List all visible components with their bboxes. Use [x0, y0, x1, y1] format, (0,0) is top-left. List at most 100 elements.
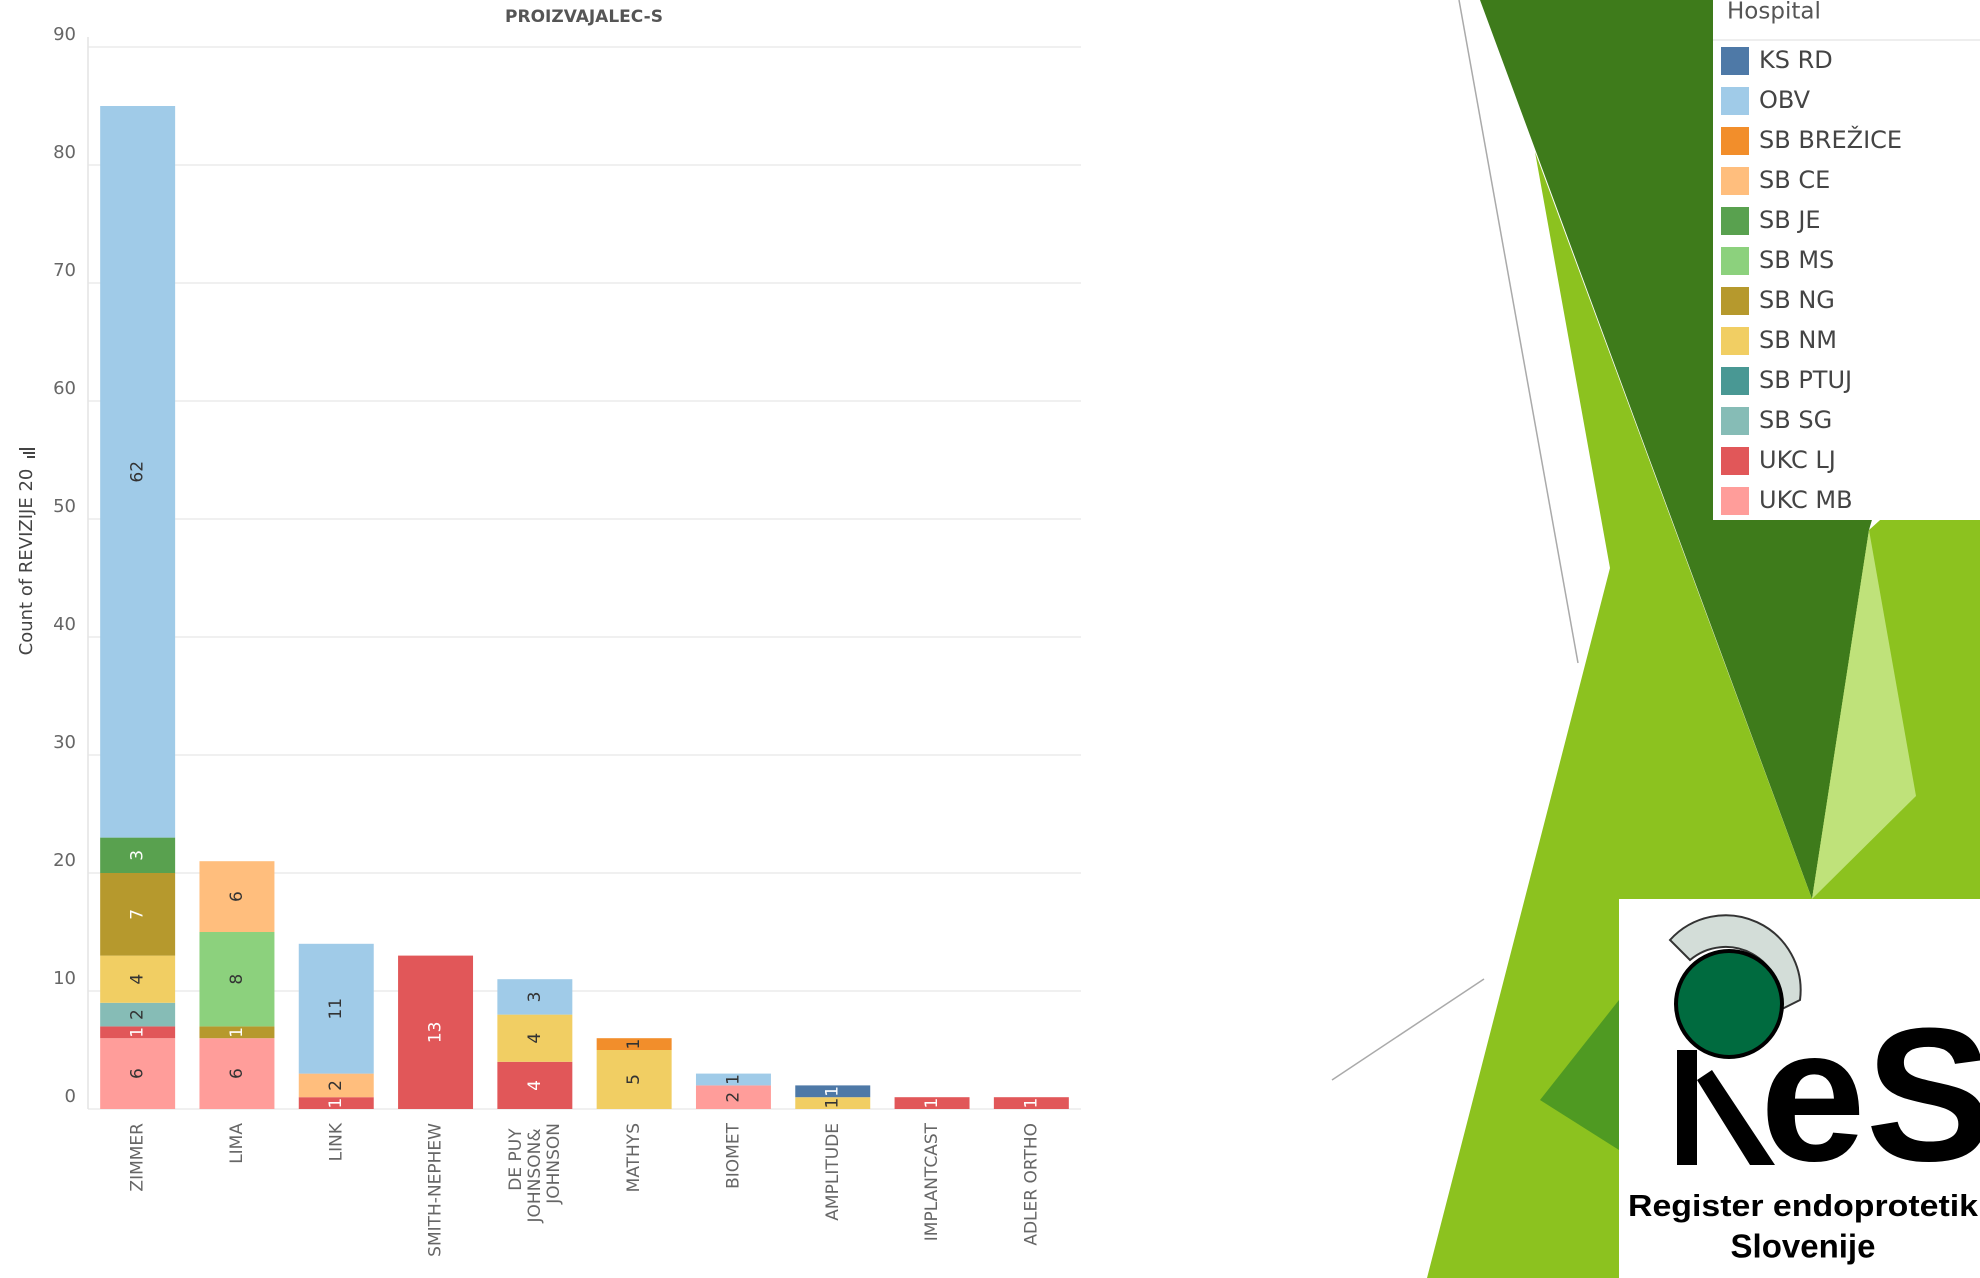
y-tick-label: 50	[53, 496, 76, 517]
deco-shape	[1540, 1000, 1619, 1150]
x-tick-label: BIOMET	[723, 1122, 743, 1188]
legend-label: OBV	[1759, 86, 1811, 114]
legend-title: Hospital	[1727, 0, 1821, 25]
data-label: 62	[128, 461, 148, 483]
bar-segment	[596, 1050, 672, 1109]
bar-segment	[993, 1097, 1069, 1109]
bar-segment	[497, 1014, 573, 1062]
x-tick-label: AMPLITUDE	[823, 1123, 843, 1221]
legend-swatch	[1721, 367, 1749, 395]
bar-segment	[695, 1085, 771, 1109]
data-label: 2	[326, 1080, 346, 1091]
data-label: 1	[128, 1027, 148, 1038]
logo-arc	[1668, 914, 1802, 1012]
logo-r	[1677, 1050, 1775, 1165]
data-label: 5	[624, 1074, 644, 1085]
legend-label: UKC MB	[1759, 486, 1853, 514]
legend-label: KS RD	[1759, 46, 1833, 74]
legend-label: SB PTUJ	[1759, 366, 1852, 394]
data-label: 4	[525, 1033, 545, 1044]
data-label: 1	[1021, 1098, 1041, 1109]
logo: eS Register endoprotetik Slovenije	[1619, 899, 1980, 1278]
legend-swatch	[1721, 47, 1749, 75]
y-tick-label: 20	[53, 850, 76, 871]
y-tick-label: 70	[53, 260, 76, 281]
data-label: 4	[525, 1080, 545, 1091]
bar-segment	[199, 861, 275, 932]
data-label: 8	[227, 974, 247, 985]
legend: KS RD OBV SB BREŽICE SB CE SB JE SB MS SB NG SB…	[1721, 46, 1902, 515]
data-label: 3	[525, 991, 545, 1002]
bar-segment	[199, 932, 275, 1027]
data-label: 1	[823, 1086, 843, 1097]
sort-icon	[19, 448, 35, 458]
bar-segment	[100, 1026, 176, 1039]
logo-text: Slovenije	[1731, 1228, 1876, 1265]
deco-shape	[1812, 530, 1916, 899]
data-label: 13	[426, 1021, 446, 1043]
bar-segment	[497, 979, 573, 1015]
bar-segment	[894, 1097, 970, 1109]
legend-label: SB CE	[1759, 166, 1830, 194]
x-tick-label: LIMA	[227, 1123, 247, 1164]
bar-segment	[298, 1073, 374, 1098]
data-label: 3	[128, 850, 148, 861]
bar-segment	[497, 1061, 573, 1109]
bar-segment	[199, 1038, 275, 1109]
y-tick-label: 40	[53, 614, 76, 635]
legend-label: UKC LJ	[1759, 446, 1836, 474]
legend-label: SB NM	[1759, 326, 1837, 354]
bar-segment	[298, 1097, 374, 1109]
bar-segment	[795, 1085, 871, 1098]
data-label: 6	[128, 1068, 148, 1079]
y-axis-label: Count of REVIZIJE 20	[16, 469, 37, 656]
data-label: 1	[723, 1074, 743, 1085]
legend-swatch	[1721, 207, 1749, 235]
deco-line	[1458, 0, 1579, 664]
bar-segment	[100, 837, 176, 873]
y-tick-label: 60	[53, 378, 76, 399]
data-label: 1	[823, 1098, 843, 1109]
y-tick-label: 90	[53, 24, 76, 45]
legend-swatch	[1721, 407, 1749, 435]
data-label: 7	[128, 909, 148, 920]
data-label: 2	[128, 1009, 148, 1020]
data-label: 1	[227, 1027, 247, 1038]
bar-segment	[199, 1026, 275, 1039]
data-label: 1	[624, 1039, 644, 1050]
legend-swatch	[1721, 127, 1749, 155]
data-label: 2	[723, 1092, 743, 1103]
legend-swatch	[1721, 87, 1749, 115]
deco-shape	[1427, 152, 1812, 1278]
legend-swatch	[1721, 247, 1749, 275]
x-tick-label: IMPLANTCAST	[922, 1122, 942, 1241]
data-label: 6	[227, 891, 247, 902]
data-label: 6	[227, 1068, 247, 1079]
bar-segment	[398, 955, 474, 1109]
x-tick-label: LINK	[326, 1122, 346, 1161]
deco-line	[1331, 978, 1485, 1081]
data-label: 4	[128, 974, 148, 985]
legend-swatch	[1721, 167, 1749, 195]
bar-segment	[795, 1097, 871, 1109]
plot: 0102030405060708090ZIMMER61247362LIMA618…	[53, 24, 1081, 1257]
bar-segment	[100, 106, 176, 838]
x-tick-label: MATHYS	[624, 1123, 644, 1192]
bar-segment	[100, 1038, 176, 1109]
y-tick-label: 10	[53, 968, 76, 989]
logo-text: Register endoprotetik	[1628, 1188, 1979, 1223]
legend-swatch	[1721, 447, 1749, 475]
data-label: 11	[326, 998, 346, 1020]
y-tick-label: 30	[53, 732, 76, 753]
legend-swatch	[1721, 287, 1749, 315]
logo-mark: eS	[1760, 989, 1980, 1201]
chart-title: PROIZVAJALEC-S	[505, 7, 663, 27]
bar-segment	[100, 873, 176, 956]
data-label: 1	[326, 1098, 346, 1109]
data-label: 1	[922, 1098, 942, 1109]
bar-segment	[298, 943, 374, 1074]
legend-label: SB BREŽICE	[1759, 125, 1902, 154]
x-tick-label: SMITH-NEPHEW	[426, 1123, 446, 1257]
